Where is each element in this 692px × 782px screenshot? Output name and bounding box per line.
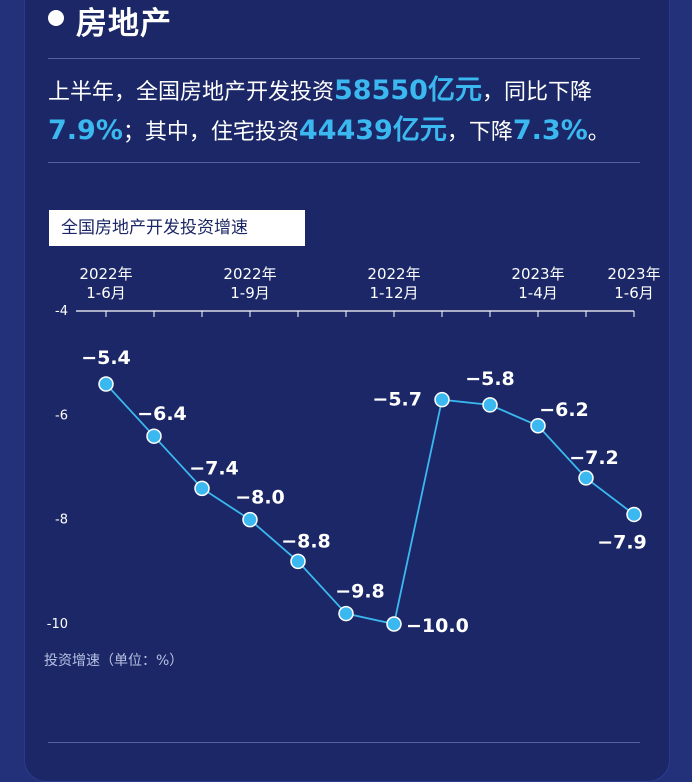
divider-bottom [48, 742, 640, 743]
data-label: −10.0 [406, 615, 469, 637]
x-tick-label-period: 1-4月 [518, 284, 558, 302]
section-title: 房地产 [76, 6, 172, 42]
x-tick-label-year: 2022年 [79, 265, 132, 283]
y-axis-unit-label: 投资增速（单位：%） [44, 653, 184, 669]
y-tick-label: -6 [55, 408, 68, 423]
divider-middle [48, 162, 640, 163]
data-point [146, 428, 162, 444]
summary-part-2: ，同比下降 [481, 80, 592, 105]
line-chart: 2022年1-6月2022年1-9月2022年1-12月2023年1-4月202… [47, 265, 661, 637]
section-bullet-icon [48, 10, 64, 26]
x-tick-label-period: 1-9月 [230, 284, 270, 302]
data-label: −5.7 [372, 389, 422, 411]
summary-part-1: 上半年，全国房地产开发投资 [48, 80, 335, 105]
data-point [290, 553, 306, 570]
data-label: −7.2 [569, 447, 619, 469]
data-point [194, 480, 210, 497]
data-label: −6.2 [539, 399, 589, 421]
data-point [482, 397, 498, 413]
data-label: −5.4 [81, 347, 131, 369]
x-tick-label-period: 1-6月 [614, 284, 654, 302]
x-tick-label-year: 2022年 [223, 265, 276, 283]
data-point [578, 470, 594, 486]
data-point [434, 391, 450, 408]
data-label: −8.0 [235, 487, 285, 509]
data-label: −7.9 [597, 531, 647, 553]
summary-text: 上半年，全国房地产开发投资58550亿元，同比下降 7.9%；其中，住宅投资44… [48, 72, 648, 152]
x-tick-label-period: 1-12月 [369, 284, 418, 302]
data-point [338, 605, 354, 622]
y-tick-label: -10 [47, 617, 68, 632]
data-point [98, 376, 114, 392]
divider-top [48, 58, 640, 59]
data-point [530, 418, 546, 434]
x-tick-label-year: 2023年 [607, 265, 660, 283]
residential-decline: 7.3% [512, 115, 588, 146]
summary-part-4: ，下降 [446, 120, 513, 145]
chart-title: 全国房地产开发投资增速 [49, 210, 305, 246]
data-label: −7.4 [189, 457, 239, 479]
investment-total: 58550亿元 [334, 75, 482, 106]
data-point [386, 616, 402, 632]
x-tick-label-period: 1-6月 [86, 284, 126, 302]
investment-decline: 7.9% [48, 115, 123, 146]
content-card [24, 0, 670, 782]
data-label: −8.8 [281, 530, 331, 552]
data-label: −5.8 [465, 368, 515, 390]
y-tick-label: -8 [55, 513, 68, 528]
data-point [242, 511, 258, 528]
data-label: −9.8 [335, 581, 385, 603]
x-tick-label-year: 2022年 [367, 265, 420, 283]
data-label: −6.4 [137, 403, 187, 425]
residential-investment: 44439亿元 [298, 115, 447, 146]
series-line [105, 383, 635, 626]
data-point [626, 506, 642, 523]
y-tick-label: -4 [55, 304, 68, 319]
summary-part-3: ；其中，住宅投资 [122, 120, 299, 145]
summary-part-5: 。 [587, 120, 610, 145]
x-tick-label-year: 2023年 [511, 265, 564, 283]
